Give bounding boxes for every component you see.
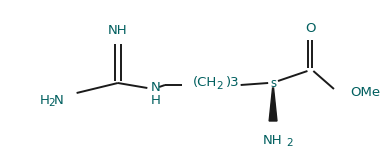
Text: H: H [150,94,160,107]
Text: NH: NH [263,133,283,146]
Text: NH: NH [108,24,128,37]
Text: N: N [150,80,160,94]
Text: 2: 2 [48,98,55,108]
Polygon shape [269,88,277,121]
Text: 2: 2 [217,81,223,91]
Text: N: N [54,94,64,107]
Text: H: H [39,94,49,107]
Text: OMe: OMe [351,86,381,99]
Text: s: s [270,76,276,90]
Text: )3: )3 [226,75,240,89]
Text: (CH: (CH [192,75,217,89]
Text: O: O [305,22,316,35]
Text: 2: 2 [286,138,293,148]
